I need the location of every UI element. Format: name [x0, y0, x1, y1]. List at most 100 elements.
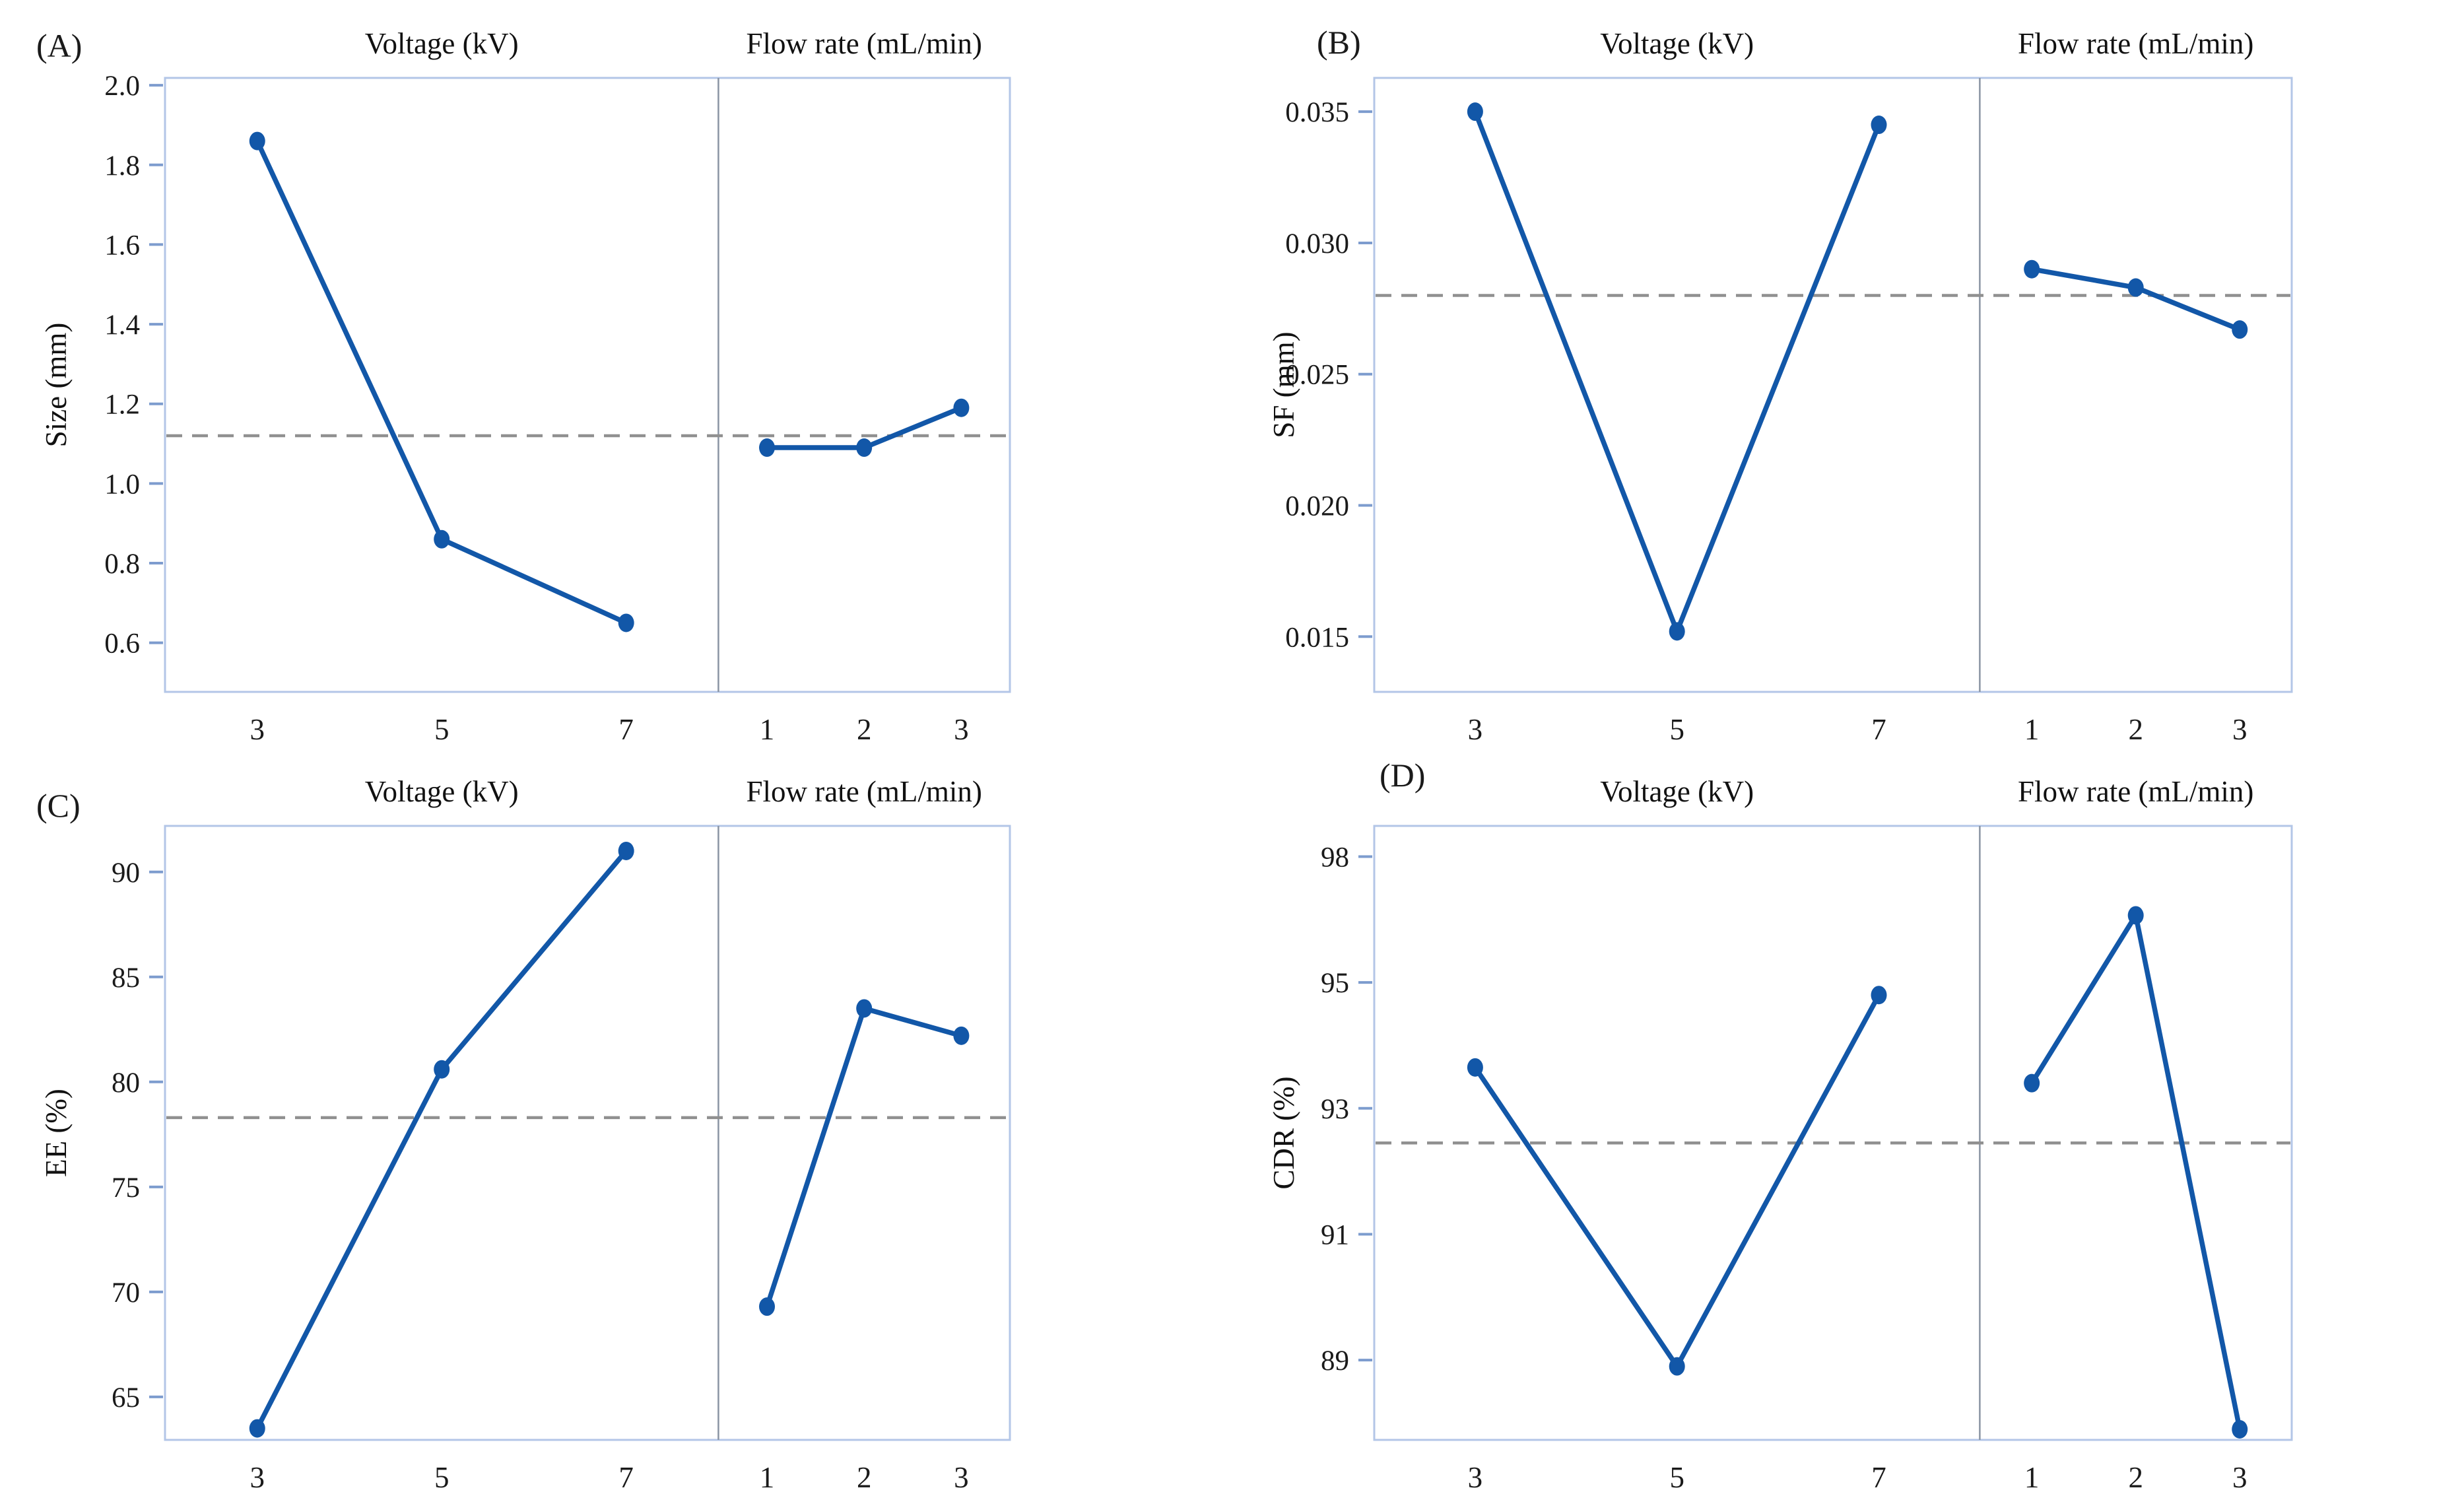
x-tick-label: 7	[1871, 1461, 1886, 1494]
x-tick-label: 1	[760, 713, 775, 746]
panel-D-chart: 98 95 93 91 89 3 5 7 1 2 3	[1321, 825, 2293, 1494]
y-tick-label: 70	[112, 1277, 140, 1309]
x-tick-label: 1	[2024, 713, 2040, 746]
data-point-marker	[1467, 102, 1483, 121]
x-tick-label: 1	[2024, 1461, 2040, 1494]
y-tick-label: 1.2	[104, 390, 140, 421]
data-point-marker	[856, 999, 873, 1018]
data-point-marker	[1669, 1357, 1685, 1376]
y-tick-label: 1.0	[104, 469, 140, 500]
x-tick-label: 3	[2232, 1461, 2248, 1494]
series-line	[2029, 912, 2242, 1432]
y-tick-label: 0.030	[1285, 228, 1349, 259]
panel-D: 98 95 93 91 89 3 5 7 1 2 3 (D) Voltage (kV) Flow r…	[1232, 748, 2464, 1496]
x-tick-label: 1	[760, 1461, 775, 1494]
data-point-marker	[2127, 278, 2144, 297]
x-tick-label: 2	[857, 1461, 872, 1494]
x-tick-label: 2	[857, 713, 872, 746]
plot-border	[1373, 825, 2293, 1441]
series-line	[764, 1005, 964, 1309]
x-tick-label: 5	[1669, 713, 1684, 746]
plot-border	[164, 825, 1011, 1441]
data-point-marker	[2232, 1419, 2248, 1439]
data-point-marker	[1669, 622, 1685, 641]
series-line	[254, 138, 629, 626]
y-tick-label: 91	[1321, 1219, 1349, 1250]
panel-C-y-axis-title: EE (%)	[40, 1089, 73, 1177]
y-tick-label: 2.0	[104, 71, 140, 102]
y-tick-label: 90	[112, 858, 140, 889]
y-tick-label: 65	[112, 1382, 140, 1413]
y-tick-label: 1.8	[104, 151, 140, 182]
x-tick-label: 3	[1468, 1461, 1483, 1494]
data-point-marker	[1871, 986, 1887, 1005]
y-tick-label: 0.8	[104, 549, 140, 580]
series-line	[1473, 992, 1882, 1369]
x-tick-label: 2	[2128, 713, 2143, 746]
panel-A-y-axis-title: Size (mm)	[40, 322, 73, 448]
plot-border	[164, 77, 1011, 693]
data-point-marker	[249, 1419, 265, 1438]
panel-A-chart: 2.0 1.8 1.6 1.4 1.2 1.0 0.8 0.6 3 5 7 1 2 3	[104, 71, 1011, 746]
data-point-marker	[618, 613, 634, 632]
panel-A-label: (A)	[36, 27, 83, 64]
x-tick-label: 3	[954, 1461, 969, 1494]
x-tick-label: 3	[1468, 713, 1483, 746]
data-point-marker	[759, 1297, 775, 1316]
panel-D-label: (D)	[1380, 757, 1426, 794]
panel-B-flowrate-title: Flow rate (mL/min)	[2017, 27, 2254, 60]
y-tick-label: 95	[1321, 968, 1349, 999]
plot-border	[1373, 77, 2293, 693]
x-tick-label: 3	[250, 1461, 265, 1494]
x-tick-label: 3	[954, 713, 969, 746]
panel-B-y-axis-title: SF (mm)	[1267, 331, 1300, 438]
data-point-marker	[2024, 1073, 2040, 1093]
panel-A: 2.0 1.8 1.6 1.4 1.2 1.0 0.8 0.6 3 5 7 1 2 3 (A) Volta…	[0, 0, 1232, 748]
panel-C-label: (C)	[36, 787, 81, 824]
data-point-marker	[2024, 259, 2040, 279]
y-tick-label: 80	[112, 1068, 140, 1099]
panel-B-label: (B)	[1317, 24, 1361, 61]
panel-D-flowrate-title: Flow rate (mL/min)	[2017, 775, 2254, 808]
panel-B: 0.035 0.030 0.025 0.020 0.015 3 5 7 1 2 3 (B) Volt…	[1232, 0, 2464, 748]
y-tick-label: 1.4	[104, 310, 140, 341]
data-point-marker	[434, 1060, 450, 1079]
panel-C: 90 85 80 75 70 65 3 5 7 1 2 3 (C) Voltage (kV) Flow…	[0, 748, 1232, 1496]
y-tick-label: 93	[1321, 1094, 1349, 1125]
x-tick-label: 5	[434, 1461, 450, 1494]
data-point-marker	[249, 131, 265, 151]
series-line	[1473, 109, 1882, 634]
x-tick-label: 3	[2232, 713, 2248, 746]
data-point-marker	[2232, 320, 2248, 339]
data-point-marker	[1871, 116, 1887, 135]
y-tick-label: 1.6	[104, 230, 140, 261]
y-tick-label: 75	[112, 1173, 140, 1204]
panel-B-voltage-title: Voltage (kV)	[1600, 27, 1754, 60]
x-tick-label: 7	[618, 1461, 634, 1494]
x-tick-label: 7	[1871, 713, 1886, 746]
x-tick-label: 5	[1669, 1461, 1684, 1494]
data-point-marker	[2127, 906, 2144, 925]
data-point-marker	[1467, 1058, 1483, 1077]
panel-C-voltage-title: Voltage (kV)	[364, 775, 519, 808]
data-point-marker	[953, 398, 970, 417]
panel-A-flowrate-title: Flow rate (mL/min)	[746, 27, 982, 60]
y-tick-label: 89	[1321, 1345, 1349, 1377]
y-tick-label: 0.6	[104, 629, 140, 660]
data-point-marker	[856, 438, 873, 458]
panel-D-y-axis-title: CDR (%)	[1267, 1076, 1300, 1190]
y-tick-label: 98	[1321, 842, 1349, 873]
x-tick-label: 2	[2128, 1461, 2143, 1494]
panel-D-voltage-title: Voltage (kV)	[1600, 775, 1754, 808]
series-line	[254, 848, 629, 1431]
y-tick-label: 0.015	[1285, 622, 1349, 653]
data-point-marker	[953, 1026, 970, 1045]
x-tick-label: 7	[618, 713, 634, 746]
panel-C-chart: 90 85 80 75 70 65 3 5 7 1 2 3	[112, 825, 1011, 1494]
data-point-marker	[434, 529, 450, 549]
panel-C-flowrate-title: Flow rate (mL/min)	[746, 775, 982, 808]
panel-A-voltage-title: Voltage (kV)	[364, 27, 519, 60]
y-tick-label: 0.025	[1285, 360, 1349, 391]
y-tick-label: 85	[112, 963, 140, 994]
